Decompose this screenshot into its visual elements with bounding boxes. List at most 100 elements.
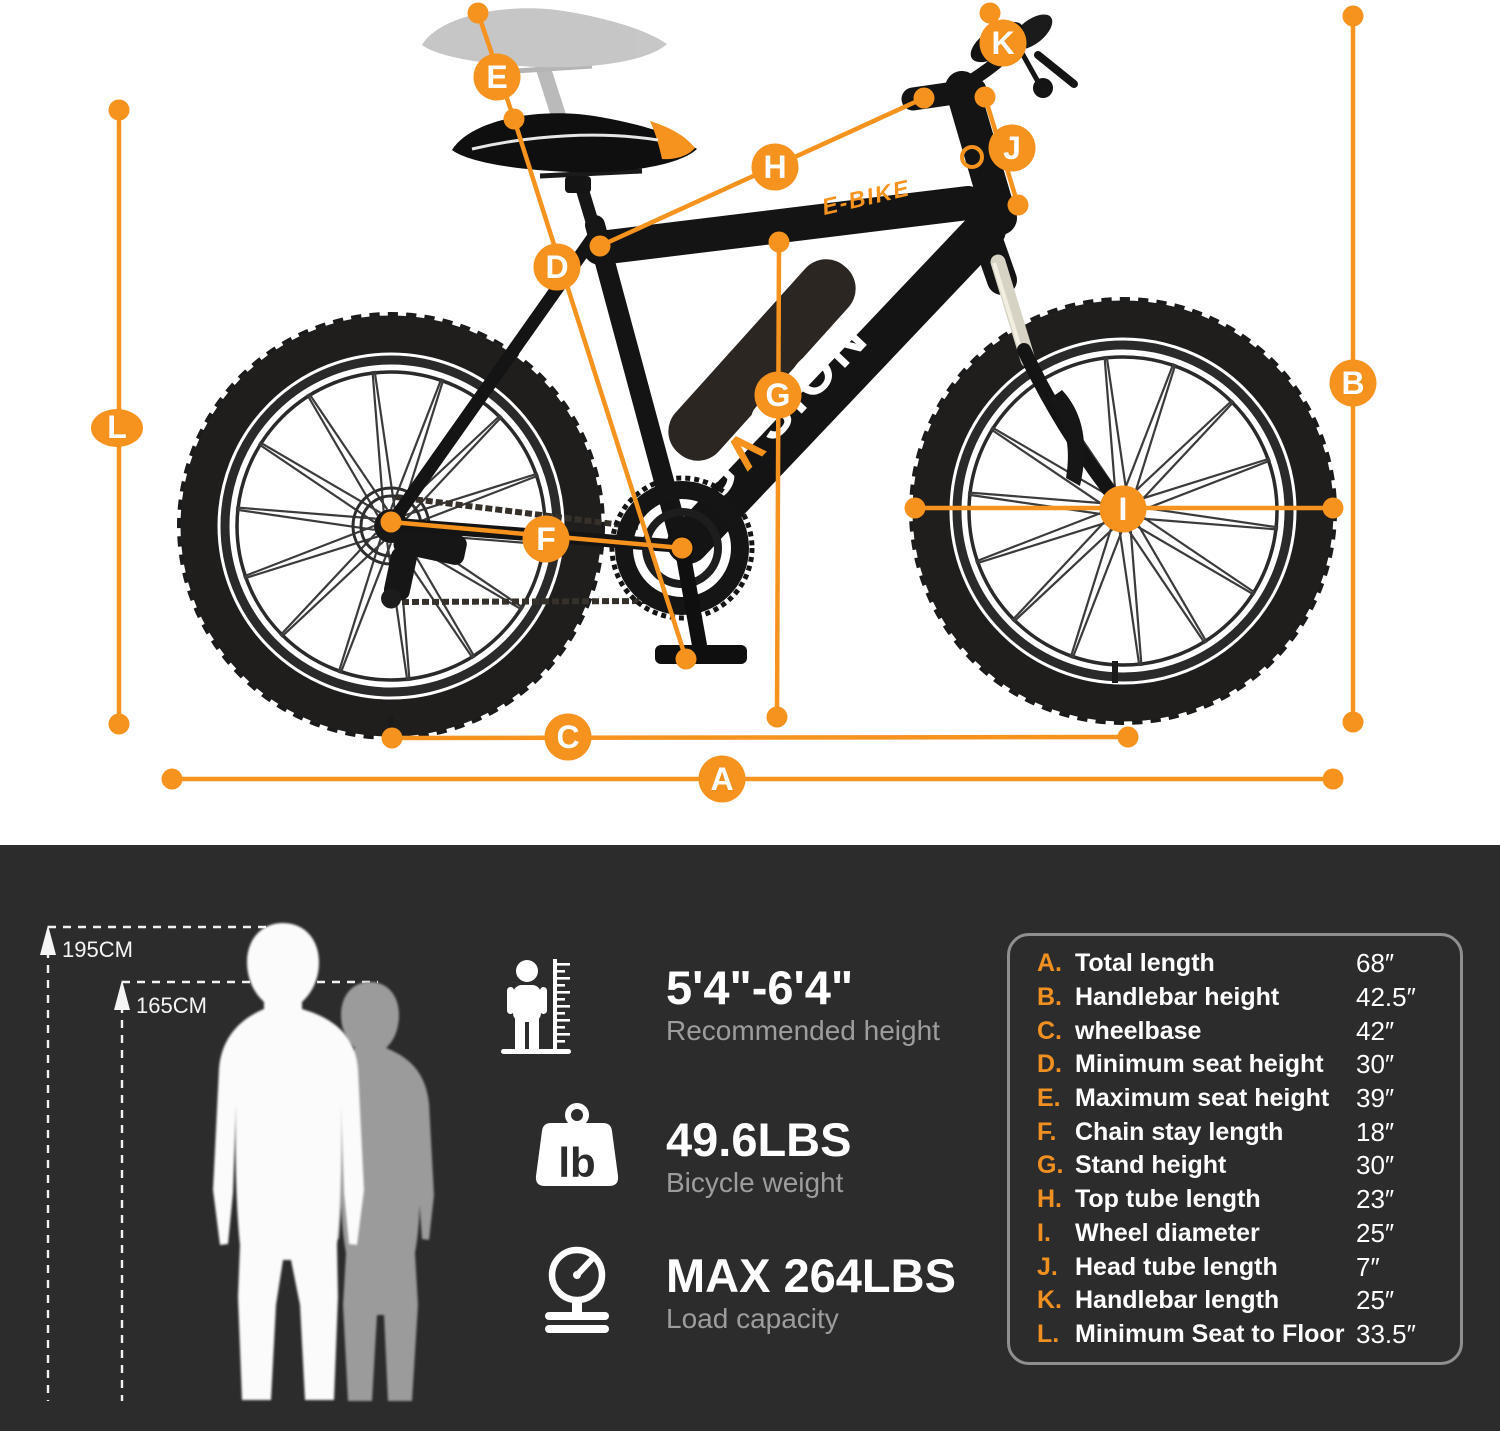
svg-text:H: H	[763, 149, 786, 185]
spec-value: MAX 264LBS	[666, 1249, 956, 1302]
weight-lb-icon: lb	[535, 1103, 619, 1186]
row-name: wheelbase	[1075, 1016, 1202, 1045]
height-ruler-icon	[501, 959, 571, 1054]
svg-text:A: A	[710, 761, 733, 797]
gauge-icon	[545, 1246, 609, 1333]
row-value: 25″	[1356, 1217, 1395, 1248]
spec-caption: Bicycle weight	[666, 1167, 844, 1199]
dimensions-table: A. Total length 68″ B. Handlebar height 42.5…	[1007, 933, 1463, 1365]
row-value: 42.5″	[1356, 982, 1416, 1013]
measurement-dots	[108, 2, 1364, 790]
row-key: G.	[1037, 1151, 1064, 1180]
svg-text:C: C	[556, 719, 579, 755]
table-row: D. Minimum seat height 30″	[1010, 1048, 1460, 1082]
battery-pack	[668, 259, 856, 461]
svg-text:J: J	[1003, 130, 1021, 166]
row-value: 25″	[1356, 1285, 1395, 1316]
row-key: J.	[1037, 1252, 1058, 1281]
svg-text:G: G	[766, 377, 791, 413]
spec-caption: Load capacity	[666, 1303, 839, 1335]
label-A: A	[698, 755, 746, 803]
row-name: Minimum seat height	[1075, 1050, 1324, 1079]
row-name: Wheel diameter	[1075, 1218, 1260, 1247]
row-name: Chain stay length	[1075, 1117, 1284, 1146]
svg-text:K: K	[991, 25, 1014, 61]
row-name: Top tube length	[1075, 1185, 1261, 1214]
spec-recommended-height: 5'4"-6'4" Recommended height	[666, 963, 940, 1047]
size-chart: 195CM 165CM	[40, 923, 619, 1401]
row-name: Minimum Seat to Floor	[1075, 1319, 1345, 1348]
table-row: I. Wheel diameter 25″	[1010, 1217, 1460, 1251]
table-row: J. Head tube length 7″	[1010, 1250, 1460, 1284]
label-I: I	[1099, 485, 1147, 533]
spec-value: 49.6LBS	[666, 1113, 852, 1166]
label-D: D	[533, 243, 581, 291]
row-key: B.	[1037, 983, 1062, 1012]
bike-dimension-diagram: E-BIKE G∧SION	[91, 2, 1377, 803]
spec-value: 5'4"-6'4"	[666, 961, 854, 1014]
row-key: D.	[1037, 1050, 1062, 1079]
row-value: 7″	[1356, 1251, 1380, 1282]
spec-bicycle-weight: 49.6LBS Bicycle weight	[666, 1115, 851, 1199]
row-value: 30″	[1356, 1049, 1395, 1080]
row-name: Stand height	[1075, 1151, 1227, 1180]
svg-text:lb: lb	[558, 1139, 595, 1186]
svg-text:E: E	[486, 59, 507, 95]
svg-text:B: B	[1341, 365, 1364, 401]
row-key: A.	[1037, 949, 1062, 978]
svg-text:L: L	[107, 409, 127, 445]
row-name: Handlebar height	[1075, 983, 1280, 1012]
row-key: L.	[1037, 1319, 1060, 1348]
label-C: C	[544, 713, 592, 761]
height-marker-165: 165CM	[114, 980, 378, 1401]
head-badge-icon	[960, 145, 984, 169]
label-L: L	[91, 409, 143, 447]
table-row: G. Stand height 30″	[1010, 1149, 1460, 1183]
row-key: I.	[1037, 1218, 1051, 1247]
label-G: G	[754, 371, 802, 419]
svg-text:D: D	[545, 249, 568, 285]
row-value: 39″	[1356, 1083, 1395, 1114]
male-silhouette	[213, 923, 364, 1400]
row-name: Head tube length	[1075, 1252, 1278, 1281]
crankset	[609, 475, 755, 664]
height-165-label: 165CM	[136, 993, 207, 1018]
height-marker-195: 195CM	[40, 925, 283, 1401]
label-E: E	[473, 53, 521, 101]
table-row: H. Top tube length 23″	[1010, 1183, 1460, 1217]
front-fork	[963, 197, 1130, 515]
row-value: 23″	[1356, 1184, 1395, 1215]
row-key: K.	[1037, 1286, 1062, 1315]
svg-text:F: F	[536, 521, 556, 557]
table-row: C. wheelbase 42″	[1010, 1014, 1460, 1048]
table-row: K. Handlebar length 25″	[1010, 1284, 1460, 1318]
row-value: 30″	[1356, 1150, 1395, 1181]
table-row: B. Handlebar height 42.5″	[1010, 981, 1460, 1015]
row-value: 18″	[1356, 1116, 1395, 1147]
label-H: H	[751, 143, 799, 191]
spec-panel: 195CM 165CM	[0, 845, 1500, 1431]
spec-caption: Recommended height	[666, 1015, 940, 1047]
label-J: J	[988, 124, 1036, 172]
row-name: Handlebar length	[1075, 1286, 1280, 1315]
label-B: B	[1329, 359, 1377, 407]
table-row: L. Minimum Seat to Floor 33.5″	[1010, 1318, 1460, 1352]
svg-text:I: I	[1119, 491, 1128, 527]
table-row: A. Total length 68″	[1010, 947, 1460, 981]
label-F: F	[522, 515, 570, 563]
row-value: 68″	[1356, 948, 1395, 979]
height-195-label: 195CM	[62, 937, 133, 962]
row-key: F.	[1037, 1117, 1057, 1146]
spec-load-capacity: MAX 264LBS Load capacity	[666, 1251, 956, 1335]
table-row: E. Maximum seat height 39″	[1010, 1082, 1460, 1116]
row-value: 42″	[1356, 1015, 1395, 1046]
row-value: 33.5″	[1356, 1318, 1416, 1349]
row-key: C.	[1037, 1016, 1062, 1045]
pedal	[655, 645, 747, 664]
table-row: F. Chain stay length 18″	[1010, 1115, 1460, 1149]
row-key: H.	[1037, 1185, 1062, 1214]
row-name: Total length	[1075, 949, 1215, 978]
row-name: Maximum seat height	[1075, 1084, 1330, 1113]
ruler-ticks	[557, 963, 570, 1043]
